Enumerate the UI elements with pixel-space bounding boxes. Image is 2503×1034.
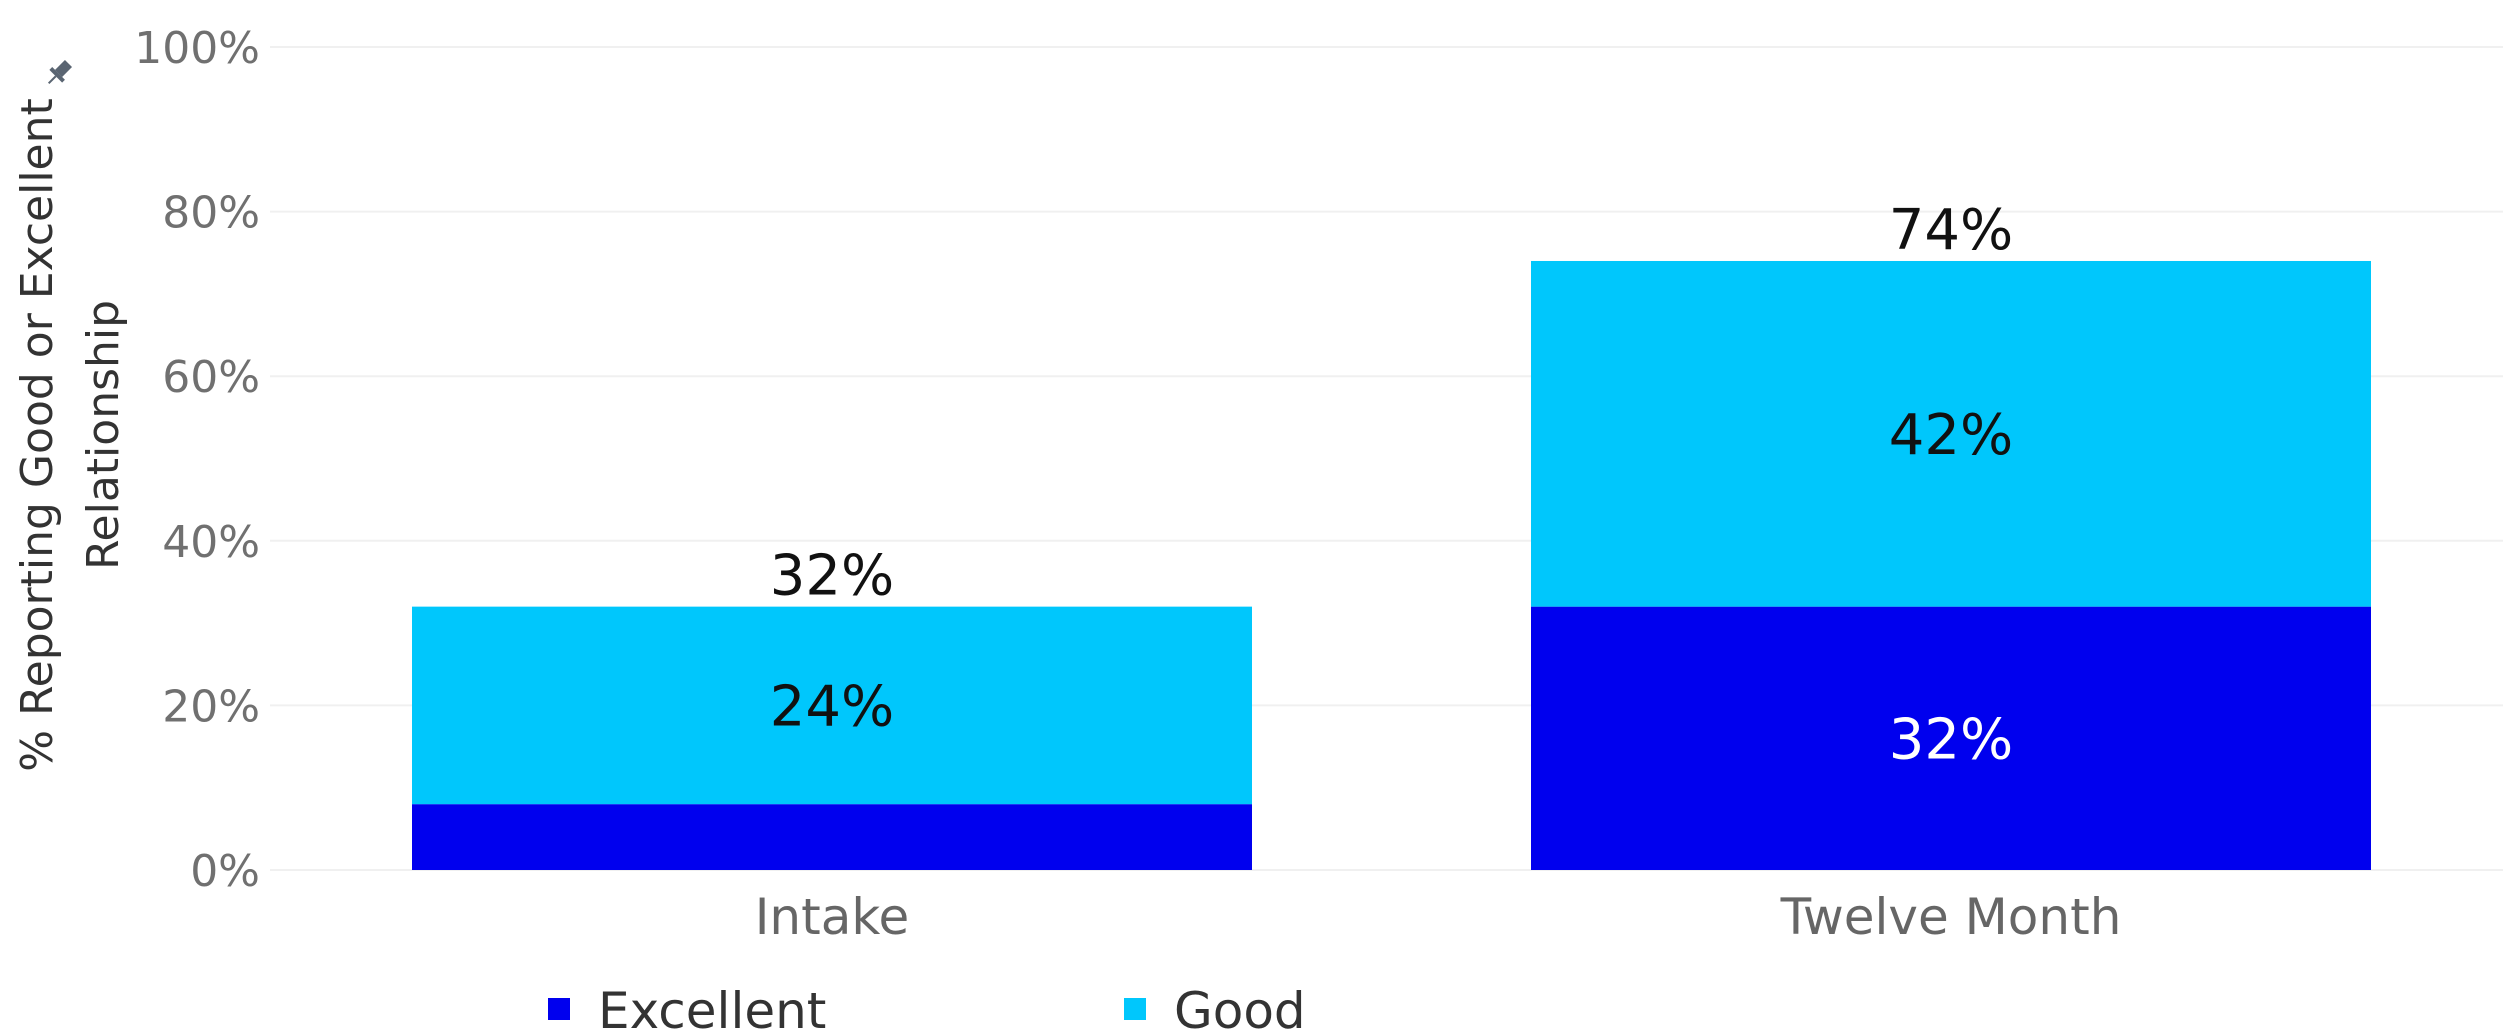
legend-label: Good [1174, 982, 1306, 1034]
bar-good-1[interactable] [1531, 260, 2371, 607]
bars [412, 260, 2371, 870]
x-category-label: Intake [755, 888, 910, 946]
x-axis-categories: Intake Twelve Month [755, 888, 2122, 946]
y-axis-title-line-1: % Reporting Good or Excellent [12, 98, 63, 772]
legend: Excellent Good [548, 982, 1306, 1034]
legend-item-excellent[interactable]: Excellent [548, 982, 826, 1034]
y-tick-label: 0% [190, 846, 260, 897]
y-tick-label: 20% [162, 681, 260, 732]
legend-swatch [1124, 998, 1146, 1020]
legend-item-good[interactable]: Good [1124, 982, 1306, 1034]
data-labels: 24% 32% 32% 42% 74% [770, 198, 2013, 772]
total-label: 32% [770, 544, 894, 609]
y-axis-title: % Reporting Good or Excellent Relationsh… [12, 98, 129, 772]
segment-label: 42% [1889, 403, 2013, 468]
pin-icon[interactable] [42, 57, 75, 90]
y-tick-label: 100% [134, 23, 260, 74]
segment-label: 24% [770, 674, 894, 739]
bar-excellent-1[interactable] [1531, 606, 2371, 870]
y-tick-label: 80% [162, 188, 260, 239]
segment-label: 32% [1889, 707, 2013, 772]
y-tick-label: 60% [162, 352, 260, 403]
bar-good-0[interactable] [412, 606, 1252, 805]
legend-label: Excellent [598, 982, 826, 1034]
bar-excellent-0[interactable] [412, 804, 1252, 870]
y-axis-title-line-2: Relationship [78, 300, 129, 570]
legend-swatch [548, 998, 570, 1020]
total-label: 74% [1889, 198, 2013, 263]
y-axis-ticks: 0% 20% 40% 60% 80% 100% [134, 23, 260, 897]
y-tick-label: 40% [162, 517, 260, 568]
x-category-label: Twelve Month [1780, 888, 2122, 946]
